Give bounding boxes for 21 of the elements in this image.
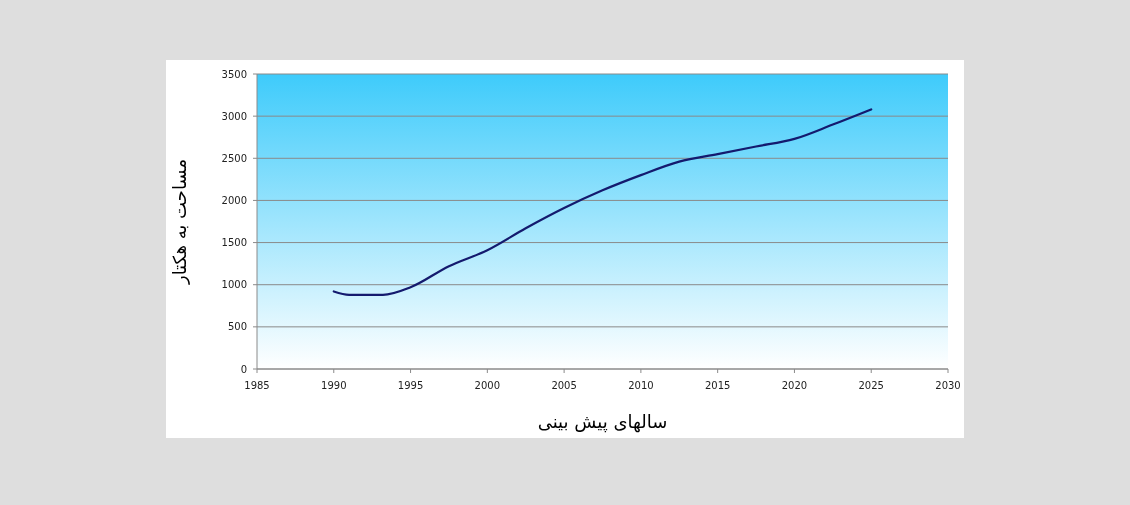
x-tick-label: 1985 xyxy=(244,380,270,391)
y-tick-label: 3500 xyxy=(221,68,247,80)
x-tick-label: 2030 xyxy=(935,380,961,391)
x-tick-label: 1990 xyxy=(321,380,347,391)
y-tick-label: 1000 xyxy=(221,279,247,291)
y-tick-label: 2500 xyxy=(221,152,247,164)
y-tick-label: 500 xyxy=(227,321,247,333)
x-tick-label: 2000 xyxy=(474,380,501,391)
y-tick-label: 2000 xyxy=(221,194,247,206)
x-tick-label: 2020 xyxy=(781,380,808,391)
line-series xyxy=(332,108,873,296)
x-tick-label: 2005 xyxy=(551,380,577,391)
x-tick-label: 1995 xyxy=(397,380,424,391)
y-tick-label: 1500 xyxy=(221,237,247,249)
x-tick-label: 2015 xyxy=(704,380,731,391)
x-tick-label: 2025 xyxy=(858,380,884,391)
y-axis-title: مساحت به هکتار xyxy=(169,158,190,286)
x-axis-title: سالهای پیش بینی xyxy=(537,411,668,433)
y-tick-label: 3000 xyxy=(221,110,247,122)
x-tick-label: 2010 xyxy=(628,380,654,391)
y-tick-label: 0 xyxy=(240,363,247,375)
